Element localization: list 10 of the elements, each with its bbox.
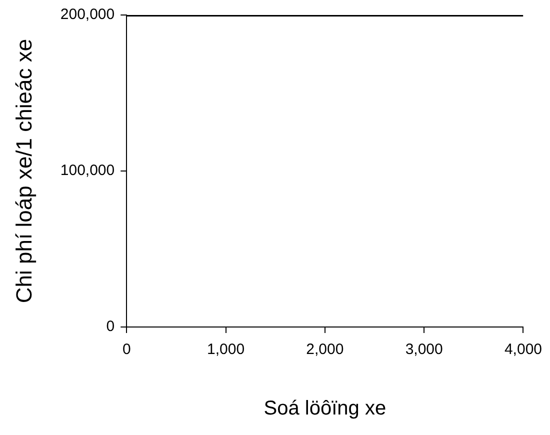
x-tick-label: 4,000 (504, 341, 542, 358)
x-tick-label: 1,000 (207, 341, 245, 358)
x-tick-label: 2,000 (306, 341, 344, 358)
x-tick-label: 0 (122, 341, 131, 358)
x-axis-title: Soá löôïng xe (264, 398, 386, 420)
y-tick-label: 100,000 (60, 162, 115, 180)
y-axis-title: Chi phí loáp xe/1 chieác xe (11, 38, 36, 304)
y-tick-label: 200,000 (60, 6, 115, 24)
y-tick-label: 0 (106, 318, 115, 336)
x-tick-label: 3,000 (405, 341, 443, 358)
